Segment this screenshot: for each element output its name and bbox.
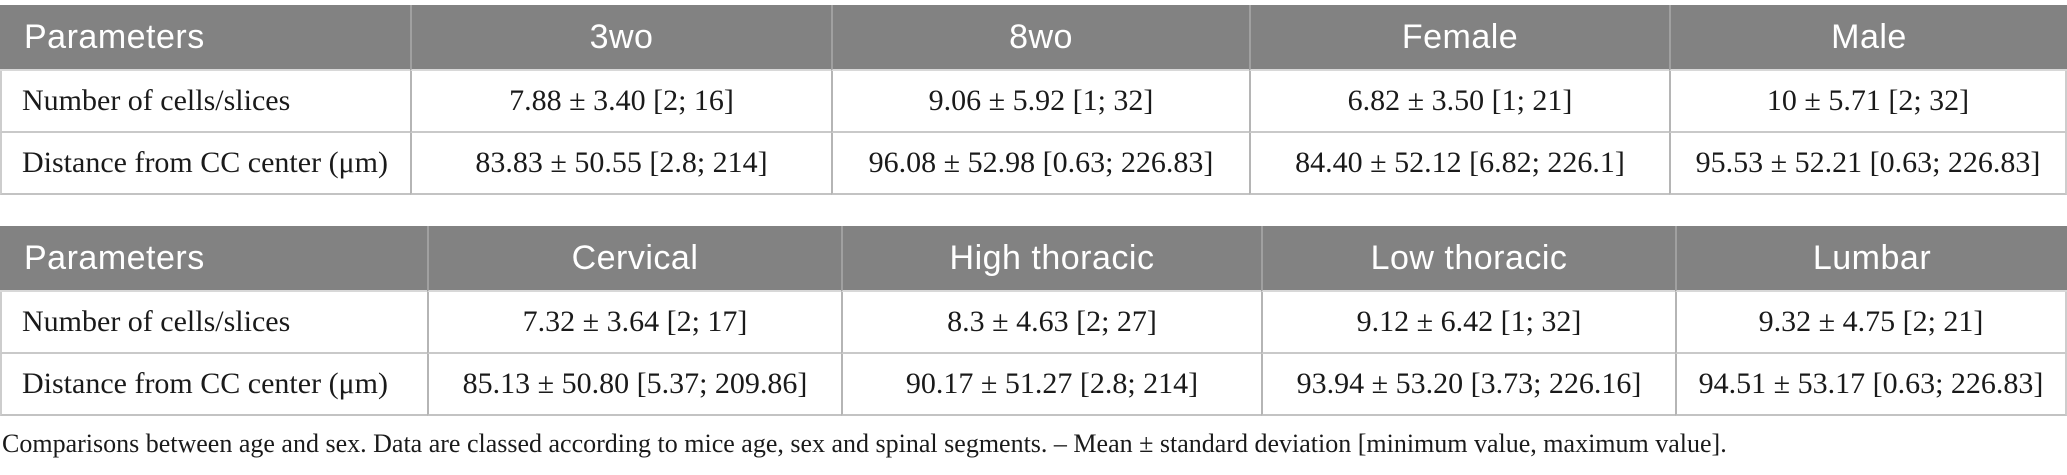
table-row: Distance from CC center (μm) 85.13 ± 50.…: [0, 354, 2067, 416]
table-cell: 96.08 ± 52.98 [0.63; 226.83]: [831, 133, 1249, 195]
column-header-high-thoracic: High thoracic: [841, 226, 1261, 292]
header-row: Parameters 3wo 8wo Female Male: [0, 5, 2067, 71]
column-header-parameters: Parameters: [0, 226, 427, 292]
table-cell: 90.17 ± 51.27 [2.8; 214]: [841, 354, 1261, 416]
page: { "caption": "Comparisons between age an…: [0, 5, 2067, 475]
table-cell: 10 ± 5.71 [2; 32]: [1669, 71, 2067, 133]
table-row: Number of cells/slices 7.88 ± 3.40 [2; 1…: [0, 71, 2067, 133]
header-row: Parameters Cervical High thoracic Low th…: [0, 226, 2067, 292]
table-cell: 85.13 ± 50.80 [5.37; 209.86]: [427, 354, 841, 416]
table-cell: 93.94 ± 53.20 [3.73; 226.16]: [1261, 354, 1675, 416]
column-header-female: Female: [1249, 5, 1669, 71]
table-row: Distance from CC center (μm) 83.83 ± 50.…: [0, 133, 2067, 195]
table-cell: 9.12 ± 6.42 [1; 32]: [1261, 292, 1675, 354]
row-label: Distance from CC center (μm): [0, 133, 410, 195]
table-cell: 8.3 ± 4.63 [2; 27]: [841, 292, 1261, 354]
table-cell: 7.32 ± 3.64 [2; 17]: [427, 292, 841, 354]
table-figure: Parameters 3wo 8wo Female Male Number of…: [0, 5, 2067, 461]
table-cell: 83.83 ± 50.55 [2.8; 214]: [410, 133, 831, 195]
table-cell: 9.06 ± 5.92 [1; 32]: [831, 71, 1249, 133]
table-cell: 7.88 ± 3.40 [2; 16]: [410, 71, 831, 133]
table-cell: 94.51 ± 53.17 [0.63; 226.83]: [1675, 354, 2067, 416]
row-label: Number of cells/slices: [0, 71, 410, 133]
table-row: Number of cells/slices 7.32 ± 3.64 [2; 1…: [0, 292, 2067, 354]
table-cell: 95.53 ± 52.21 [0.63; 226.83]: [1669, 133, 2067, 195]
column-header-3wo: 3wo: [410, 5, 831, 71]
column-header-low-thoracic: Low thoracic: [1261, 226, 1675, 292]
column-header-male: Male: [1669, 5, 2067, 71]
table-cell: 9.32 ± 4.75 [2; 21]: [1675, 292, 2067, 354]
table-cell: 6.82 ± 3.50 [1; 21]: [1249, 71, 1669, 133]
column-header-parameters: Parameters: [0, 5, 410, 71]
row-label: Number of cells/slices: [0, 292, 427, 354]
column-header-cervical: Cervical: [427, 226, 841, 292]
spinal-segments-table: Parameters Cervical High thoracic Low th…: [0, 226, 2067, 416]
age-sex-table: Parameters 3wo 8wo Female Male Number of…: [0, 5, 2067, 195]
column-header-8wo: 8wo: [831, 5, 1249, 71]
table-caption: Comparisons between age and sex. Data ar…: [2, 429, 1727, 458]
column-header-lumbar: Lumbar: [1675, 226, 2067, 292]
row-label: Distance from CC center (μm): [0, 354, 427, 416]
table-cell: 84.40 ± 52.12 [6.82; 226.1]: [1249, 133, 1669, 195]
